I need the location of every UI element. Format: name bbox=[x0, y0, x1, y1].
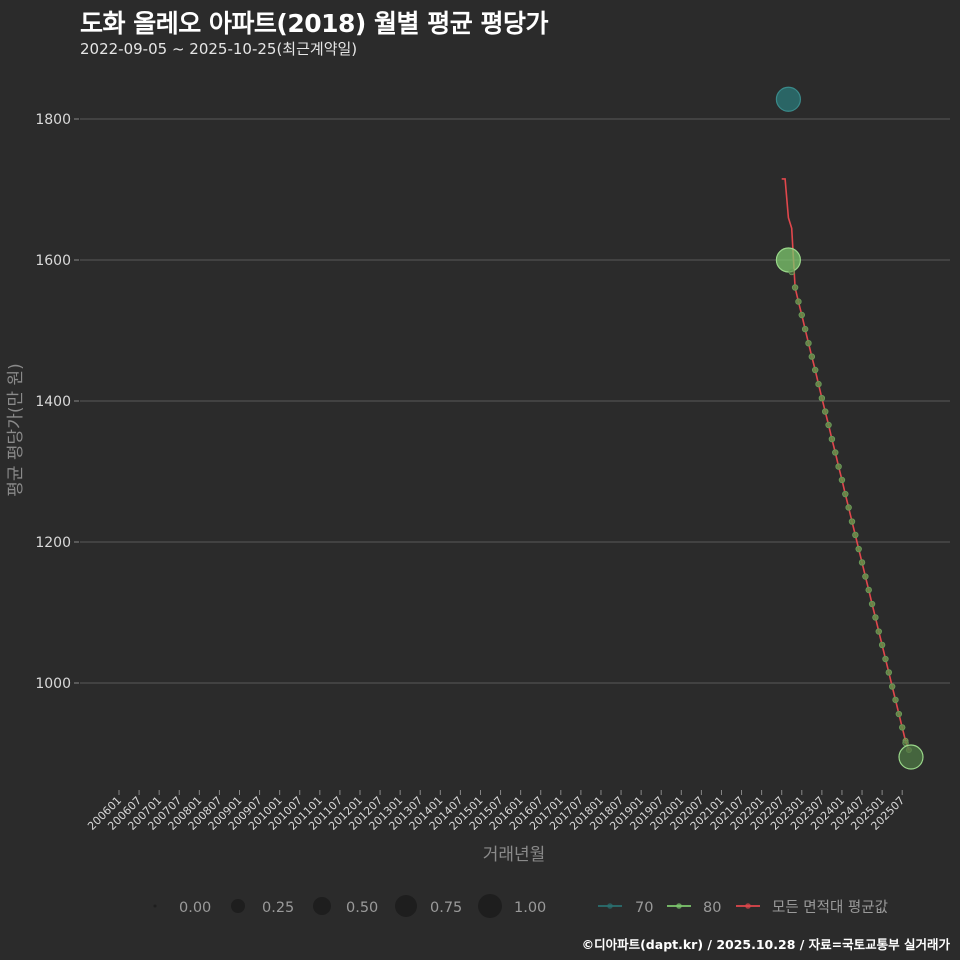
color-legend-dot bbox=[607, 903, 613, 909]
series-80-point bbox=[811, 366, 819, 374]
series-80-point bbox=[865, 586, 872, 594]
y-axis-title: 평균 평당가(만 원) bbox=[6, 363, 26, 497]
series-80-point bbox=[862, 573, 869, 580]
size-legend: 0.00 0.25 0.50 0.75 1.00 bbox=[153, 894, 546, 918]
series-80-point bbox=[885, 669, 893, 676]
size-legend-swatch bbox=[313, 897, 331, 915]
size-legend-swatch bbox=[478, 894, 502, 918]
series-80-point bbox=[808, 353, 816, 360]
series-80-point bbox=[878, 641, 886, 649]
color-legend: 70 80 모든 면적대 평균값 bbox=[598, 899, 888, 916]
y-tick-label: 1800 bbox=[35, 112, 71, 128]
series-80-point bbox=[835, 463, 842, 470]
series-80-point bbox=[855, 545, 862, 553]
x-axis-ticks: 2006012006072007012007072008012008072009… bbox=[85, 790, 907, 833]
data-series bbox=[775, 86, 924, 770]
size-legend-label: 1.00 bbox=[514, 900, 546, 916]
color-legend-dot bbox=[676, 903, 682, 909]
size-legend-swatch bbox=[153, 904, 157, 908]
size-legend-swatch bbox=[231, 899, 245, 913]
grid-lines bbox=[80, 118, 950, 684]
color-legend-label: 모든 면적대 평균값 bbox=[772, 899, 888, 916]
y-tick-label: 1400 bbox=[35, 394, 71, 410]
series-80-point bbox=[791, 284, 799, 291]
series-80-point bbox=[902, 739, 909, 747]
series-80-point bbox=[898, 724, 906, 731]
chart-subtitle: 2022-09-05 ~ 2025-10-25(최근계약일) bbox=[80, 40, 358, 58]
size-legend-label: 0.75 bbox=[430, 900, 462, 916]
y-tick-label: 1600 bbox=[35, 253, 71, 269]
series-80-point bbox=[828, 435, 836, 443]
series-80-point bbox=[818, 394, 826, 402]
x-axis-title: 거래년월 bbox=[483, 845, 546, 865]
series-80-point bbox=[895, 710, 903, 718]
size-legend-swatch bbox=[395, 895, 417, 917]
series-80-point bbox=[858, 559, 866, 566]
series-80-point bbox=[872, 614, 879, 621]
series-80-point bbox=[801, 325, 809, 333]
series-80-point bbox=[882, 655, 889, 663]
size-legend-label: 0.25 bbox=[262, 900, 294, 916]
series-80-point bbox=[892, 696, 899, 704]
color-legend-label: 70 bbox=[635, 900, 653, 916]
chart-title: 도화 올레오 아파트(2018) 월별 평균 평당가 bbox=[80, 9, 548, 38]
size-legend-label: 0.50 bbox=[346, 900, 378, 916]
series-80-point bbox=[815, 380, 822, 388]
color-legend-label: 80 bbox=[703, 900, 721, 916]
series-80-point bbox=[788, 268, 795, 276]
y-tick-label: 1200 bbox=[35, 535, 71, 551]
series-80-point bbox=[848, 518, 856, 525]
series-80-point bbox=[838, 476, 846, 484]
series-80-point bbox=[852, 531, 859, 539]
y-tick-label: 1000 bbox=[35, 676, 71, 692]
series-80-point bbox=[898, 744, 924, 770]
series-80-point bbox=[795, 298, 802, 305]
series-80-point bbox=[842, 490, 849, 498]
source-caption: ©디아파트(dapt.kr) / 2025.10.28 / 자료=국토교통부 실… bbox=[581, 937, 950, 952]
series-70-point bbox=[775, 86, 802, 112]
color-legend-dot bbox=[745, 903, 751, 909]
size-legend-label: 0.00 bbox=[179, 900, 211, 916]
series-80-point bbox=[822, 408, 829, 415]
series-80-point bbox=[805, 339, 812, 347]
series-80-point bbox=[798, 311, 805, 319]
series-80-point bbox=[868, 600, 876, 608]
series-80-point bbox=[845, 504, 852, 511]
series-80-point bbox=[775, 247, 802, 273]
series-80-point bbox=[832, 449, 839, 456]
series-80-point bbox=[888, 683, 896, 690]
average-line bbox=[781, 178, 910, 751]
series-80-point bbox=[875, 628, 882, 635]
series-80-point bbox=[825, 421, 832, 429]
y-axis-ticks: 1000 1200 1400 1600 1800 bbox=[35, 112, 79, 692]
